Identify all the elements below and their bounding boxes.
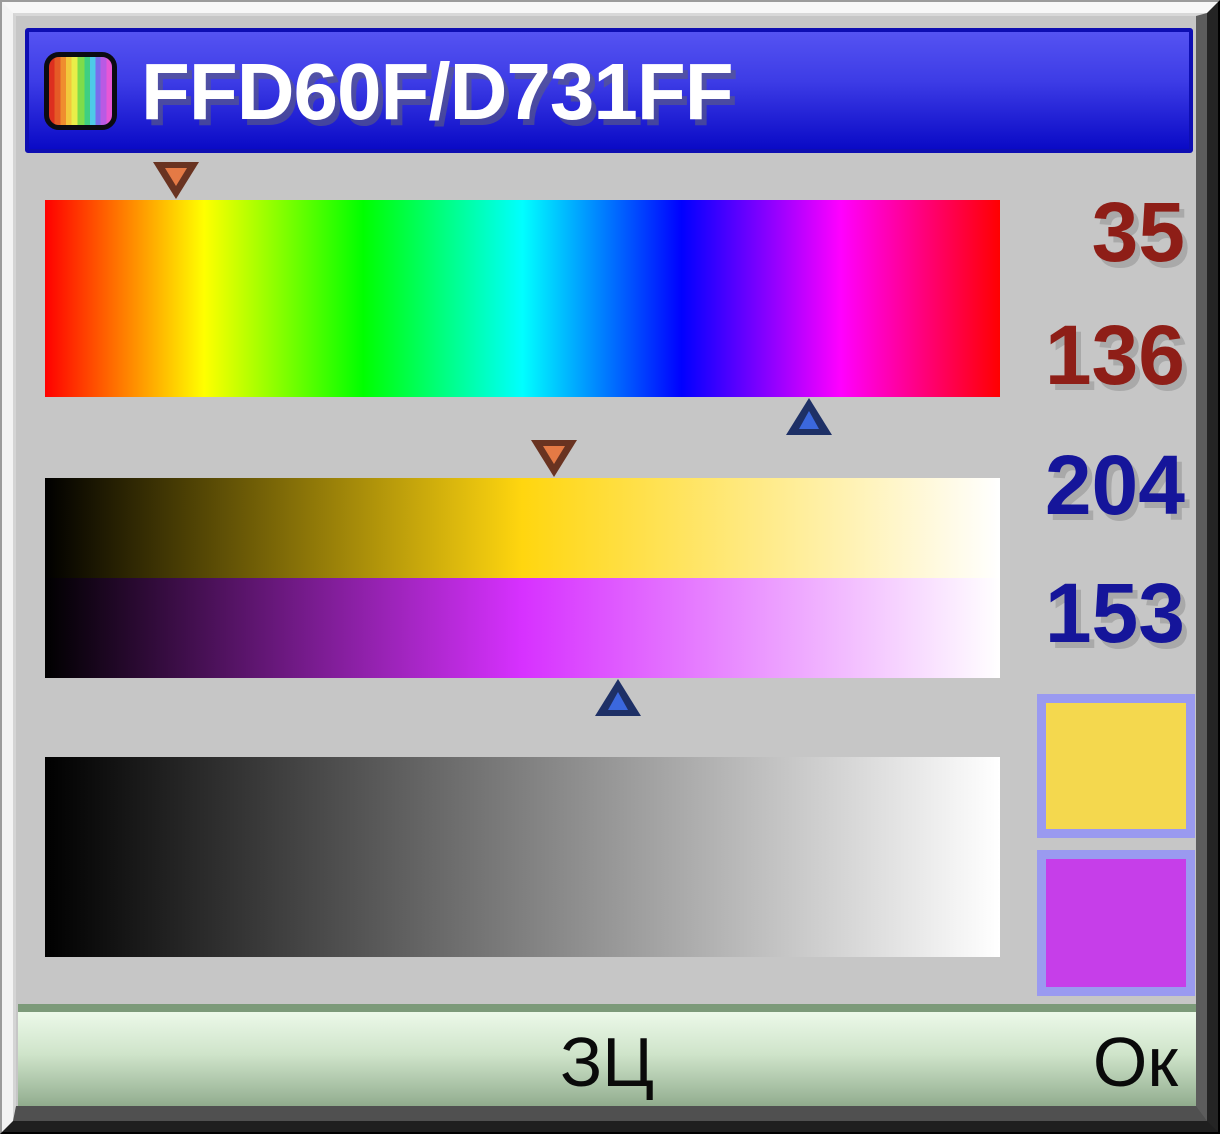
hue-marker-color2[interactable] xyxy=(786,398,832,435)
result-swatch-color2[interactable] xyxy=(1037,850,1195,996)
up-triangle-icon xyxy=(595,679,641,716)
brightness-value-color1: 136 xyxy=(1044,308,1185,402)
brightness-slider-track-color2[interactable] xyxy=(45,578,1000,678)
dialog-body: FFD60F/D731FF xyxy=(13,13,1207,1121)
up-triangle-icon xyxy=(786,398,832,435)
hue-value-color2: 204 xyxy=(1044,438,1185,532)
title-hex-codes: FFD60F/D731FF xyxy=(141,47,734,136)
button-bar: ЗЦ Ок xyxy=(18,1004,1196,1106)
ok-button[interactable]: Ок xyxy=(1092,1023,1178,1101)
set-color-button[interactable]: ЗЦ xyxy=(559,1023,655,1101)
brightness-marker-color2[interactable] xyxy=(595,679,641,716)
rainbow-palette-icon xyxy=(44,52,117,130)
down-triangle-icon xyxy=(153,162,200,199)
result-swatch-color1[interactable] xyxy=(1037,694,1195,838)
hue-marker-color1[interactable] xyxy=(153,162,200,199)
brightness-value-color2: 153 xyxy=(1044,566,1185,660)
brightness-slider-track-color1[interactable] xyxy=(45,478,1000,578)
down-triangle-icon xyxy=(531,440,578,477)
grayscale-slider-track[interactable] xyxy=(45,757,1000,957)
title-bar: FFD60F/D731FF xyxy=(25,28,1193,153)
hue-slider-track[interactable] xyxy=(45,200,1000,397)
brightness-marker-color1[interactable] xyxy=(531,440,578,477)
hue-value-color1: 35 xyxy=(1091,185,1185,279)
